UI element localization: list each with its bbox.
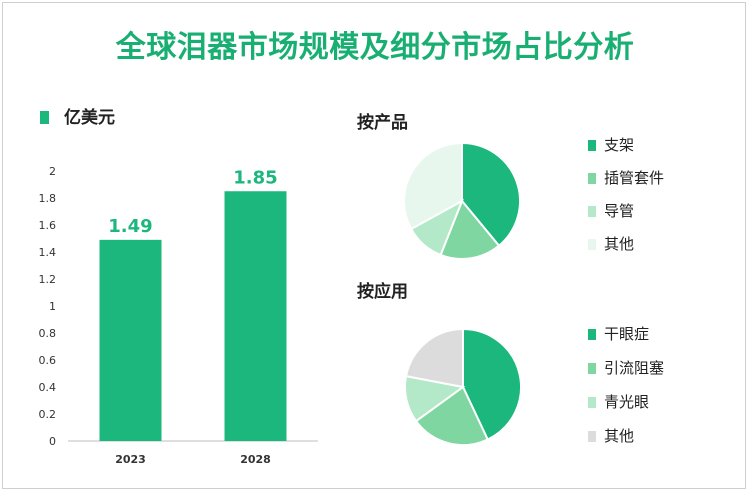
y-tick-label: 1.2 <box>39 273 57 286</box>
bar-data-label: 1.49 <box>108 216 152 237</box>
y-tick-label: 0 <box>49 435 56 448</box>
pie-slice-3 <box>404 327 464 389</box>
bar-data-label: 1.85 <box>233 167 277 188</box>
pie-slice-1 <box>439 199 501 260</box>
legend-label: 其他 <box>604 235 634 253</box>
bar-legend-swatch <box>40 111 49 124</box>
pie-product <box>403 141 521 260</box>
legend-label: 干眼症 <box>604 325 649 343</box>
y-tick-label: 0.4 <box>39 381 57 394</box>
y-tick-label: 0.6 <box>39 354 57 367</box>
x-tick-label: 2028 <box>240 453 271 466</box>
y-tick-label: 1.8 <box>39 192 57 205</box>
legend-swatch <box>588 397 596 408</box>
pie-slice-0 <box>461 141 521 248</box>
legend-swatch <box>588 363 596 374</box>
y-tick-label: 0.8 <box>39 327 57 340</box>
legend-swatch <box>588 431 596 442</box>
legend-label: 插管套件 <box>604 169 664 187</box>
x-tick-label: 2023 <box>115 453 146 466</box>
pie-application-title: 按应用 <box>357 281 408 302</box>
legend-swatch <box>588 140 596 151</box>
y-tick-label: 1.6 <box>39 219 57 232</box>
bar-2028 <box>224 191 287 441</box>
legend-swatch <box>588 206 596 217</box>
pie-slice-0 <box>462 327 522 441</box>
bar-legend-label: 亿美元 <box>64 107 115 128</box>
chart-frame <box>2 2 746 489</box>
legend-label: 青光眼 <box>604 393 649 411</box>
legend-label: 支架 <box>604 136 634 154</box>
legend-label: 引流阻塞 <box>604 359 664 377</box>
bar-series: 1.49 2023 1.85 2028 <box>99 167 287 466</box>
y-tick-label: 0.2 <box>39 408 57 421</box>
y-tick-label: 2 <box>49 165 56 178</box>
legend-swatch <box>588 239 596 250</box>
pie-application <box>404 327 522 446</box>
legend-label: 其他 <box>604 427 634 445</box>
pie-product-title: 按产品 <box>357 112 408 133</box>
legend-swatch <box>588 173 596 184</box>
legend-swatch <box>588 329 596 340</box>
y-tick-label: 1 <box>49 300 56 313</box>
pie-slice-1 <box>414 385 490 446</box>
page-title: 全球泪器市场规模及细分市场占比分析 <box>115 30 635 65</box>
y-tick-label: 1.4 <box>39 246 57 259</box>
pie-slice-3 <box>403 141 463 231</box>
legend-label: 导管 <box>604 202 634 220</box>
bar-2023 <box>99 239 162 441</box>
